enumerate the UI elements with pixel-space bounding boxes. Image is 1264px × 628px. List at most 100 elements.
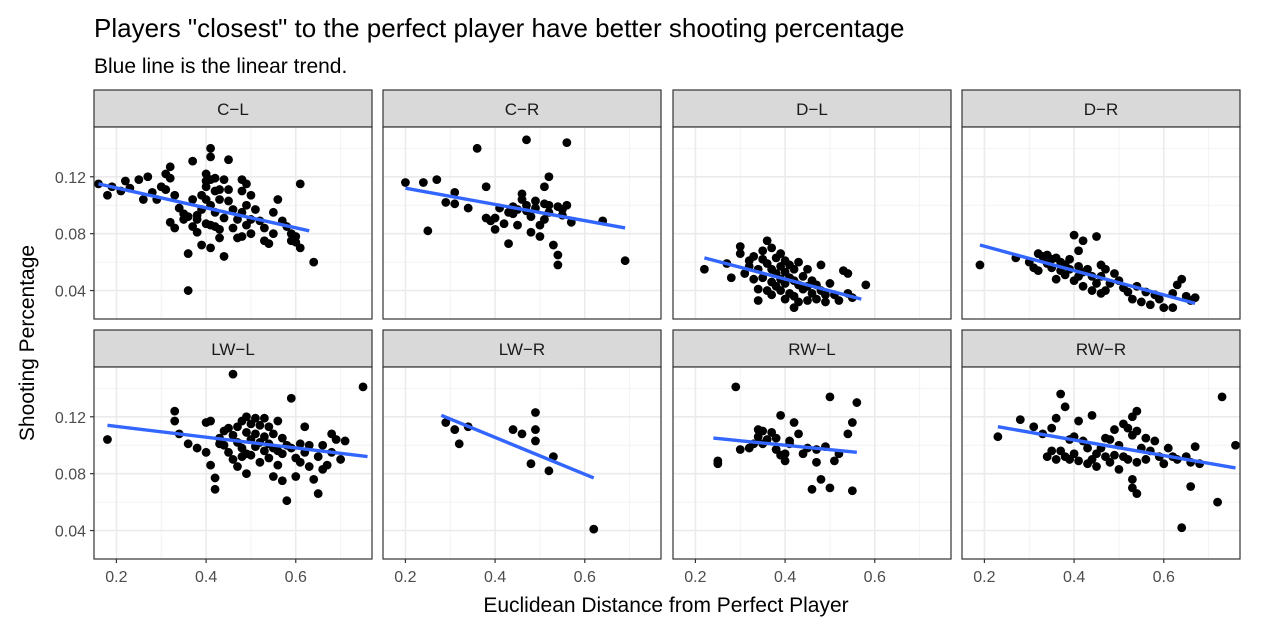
- data-point: [1177, 523, 1187, 533]
- panel-border: [382, 366, 662, 560]
- data-point: [228, 223, 238, 233]
- data-point: [219, 440, 229, 450]
- data-point: [1150, 436, 1160, 446]
- data-point: [1101, 264, 1110, 274]
- gridlines: [673, 127, 951, 319]
- data-point: [188, 195, 198, 204]
- gridlines: [383, 367, 661, 559]
- axes: 0.04 0.08 0.12 0.2 0.4 0.6 0.04 0.08 0.12 0.2 0.4 0…: [55, 170, 1175, 586]
- data-point: [246, 190, 256, 200]
- data-point: [183, 249, 193, 258]
- data-point: [526, 212, 536, 222]
- data-point: [170, 190, 180, 200]
- data-point: [1047, 423, 1057, 433]
- y-tick-label: 0.12: [55, 170, 86, 187]
- data-point: [1141, 433, 1151, 443]
- data-point: [340, 436, 350, 446]
- data-point: [201, 447, 211, 457]
- data-point: [322, 460, 332, 470]
- x-tick-label: 0.4: [195, 569, 217, 586]
- data-point: [197, 240, 207, 250]
- data-point: [1123, 455, 1133, 464]
- data-point: [192, 227, 202, 237]
- trend-line: [405, 186, 626, 230]
- data-point: [1069, 230, 1079, 240]
- data-point: [798, 271, 808, 281]
- gridlines: [383, 127, 661, 319]
- data-point: [255, 457, 265, 467]
- data-point: [993, 432, 1003, 442]
- data-point: [1051, 274, 1061, 284]
- data-point: [544, 200, 554, 210]
- data-point: [309, 474, 319, 484]
- data-point: [1033, 266, 1043, 276]
- data-point: [237, 232, 247, 241]
- data-point: [758, 426, 768, 436]
- trend-line: [98, 182, 310, 233]
- data-point: [740, 269, 750, 278]
- panel-border: [93, 126, 373, 320]
- data-point: [807, 484, 817, 494]
- data-point: [731, 382, 741, 392]
- data-point: [1051, 455, 1061, 464]
- x-tick-label: 0.6: [285, 569, 307, 586]
- data-point: [295, 439, 305, 449]
- data-point: [1159, 459, 1169, 469]
- data-point: [183, 212, 193, 222]
- data-point: [726, 273, 736, 283]
- x-tick-label: 0.2: [394, 569, 416, 586]
- data-point: [767, 243, 777, 253]
- data-point: [562, 200, 572, 210]
- data-point: [812, 457, 821, 467]
- panel-8: RW−R: [961, 329, 1241, 560]
- data-points: [975, 230, 1200, 313]
- data-point: [1159, 303, 1169, 313]
- data-point: [192, 443, 202, 453]
- data-point: [219, 252, 229, 261]
- data-point: [450, 425, 460, 434]
- x-tick-label: 0.4: [774, 569, 796, 586]
- data-point: [749, 252, 759, 261]
- data-point: [242, 428, 251, 437]
- data-point: [508, 425, 518, 434]
- data-point: [233, 215, 242, 224]
- facet-strip-label: LW−L: [211, 340, 255, 359]
- data-point: [233, 462, 242, 471]
- data-point: [286, 393, 296, 403]
- data-point: [472, 143, 482, 153]
- data-point: [789, 418, 799, 427]
- data-point: [401, 178, 410, 187]
- data-point: [215, 233, 224, 243]
- panel-2: C−R: [382, 89, 662, 320]
- data-point: [749, 274, 759, 284]
- panel-border: [93, 366, 373, 560]
- data-point: [1190, 442, 1200, 452]
- x-tick-label: 0.2: [973, 569, 995, 586]
- data-point: [1074, 246, 1083, 256]
- data-point: [1163, 443, 1173, 453]
- data-point: [304, 440, 314, 450]
- panel-1: C−L: [93, 89, 373, 320]
- data-point: [450, 188, 460, 197]
- data-point: [735, 242, 745, 251]
- data-point: [1132, 457, 1142, 467]
- data-point: [441, 197, 451, 207]
- data-point: [463, 203, 473, 213]
- data-point: [103, 435, 112, 444]
- data-point: [1015, 415, 1025, 425]
- data-point: [762, 236, 772, 246]
- panel-3: D−L: [672, 89, 952, 320]
- data-point: [1132, 426, 1142, 436]
- panel-7: RW−L: [672, 329, 952, 560]
- data-point: [268, 472, 278, 481]
- data-point: [103, 190, 112, 200]
- y-tick-label: 0.04: [55, 284, 86, 301]
- panel-border: [672, 366, 952, 560]
- data-point: [224, 196, 233, 206]
- facet-strip: [961, 329, 1241, 368]
- data-point: [548, 240, 558, 250]
- data-point: [1190, 293, 1200, 303]
- data-point: [304, 462, 314, 471]
- data-points: [441, 408, 599, 534]
